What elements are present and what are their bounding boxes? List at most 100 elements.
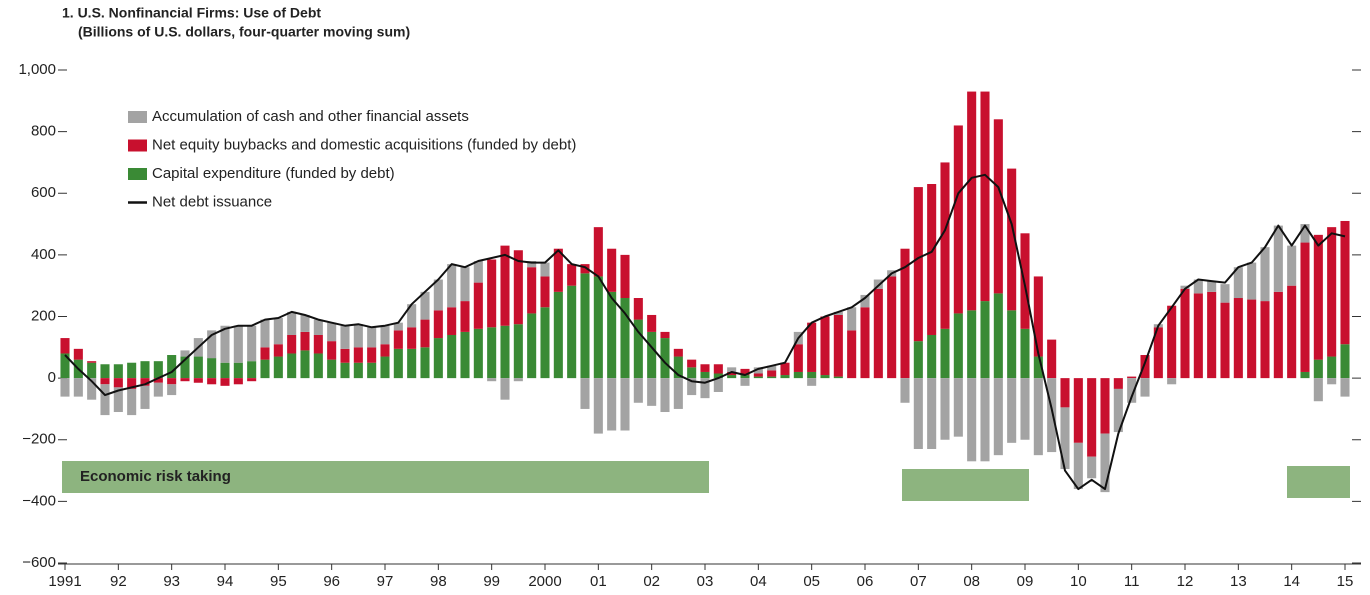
bar-segment bbox=[513, 250, 523, 325]
bar-segment bbox=[740, 368, 750, 376]
bar-segment bbox=[260, 319, 270, 348]
bar-segment bbox=[220, 325, 230, 363]
bar-segment bbox=[780, 375, 790, 379]
bar-segment bbox=[1140, 378, 1150, 397]
chart-title: 1. U.S. Nonfinancial Firms: Use of Debt bbox=[62, 5, 321, 21]
bar-segment bbox=[727, 375, 737, 379]
bar-segment bbox=[940, 162, 950, 329]
x-tick-label: 2000 bbox=[528, 573, 561, 590]
bar-segment bbox=[487, 259, 497, 328]
bar-segment bbox=[1020, 378, 1030, 440]
bar-segment bbox=[993, 293, 1003, 379]
bar-segment bbox=[1180, 285, 1190, 289]
bar-segment bbox=[353, 362, 363, 379]
bar-segment bbox=[767, 376, 777, 379]
bar-segment bbox=[380, 356, 390, 379]
bar-segment bbox=[1020, 328, 1030, 379]
bar-segment bbox=[1287, 245, 1297, 286]
bar-segment bbox=[367, 362, 377, 379]
bar-segment bbox=[1327, 378, 1337, 385]
bar-segment bbox=[1087, 456, 1097, 479]
bar-segment bbox=[700, 371, 710, 379]
bar-segment bbox=[953, 313, 963, 379]
bar-segment bbox=[540, 262, 550, 277]
bar-segment bbox=[673, 348, 683, 357]
bar-segment bbox=[313, 334, 323, 354]
bar-segment bbox=[1007, 168, 1017, 311]
bar-segment bbox=[1060, 378, 1070, 408]
bar-segment bbox=[620, 254, 630, 299]
bar-segment bbox=[1340, 344, 1350, 379]
bar-segment bbox=[1033, 276, 1043, 357]
bar-segment bbox=[60, 353, 70, 379]
bar-segment bbox=[1220, 284, 1230, 303]
bar-segment bbox=[140, 378, 150, 386]
y-tick-label: 600 bbox=[31, 184, 56, 201]
bar-segment bbox=[353, 347, 363, 363]
bar-segment bbox=[327, 359, 337, 379]
bar-segment bbox=[167, 378, 177, 385]
bar-segment bbox=[527, 261, 537, 268]
legend-label: Accumulation of cash and other financial… bbox=[152, 108, 469, 125]
y-tick-label: 400 bbox=[31, 246, 56, 263]
bar-segment bbox=[300, 331, 310, 351]
bar-segment bbox=[1047, 339, 1057, 379]
bar-segment bbox=[833, 311, 843, 315]
bar-segment bbox=[1300, 242, 1310, 372]
bar-segment bbox=[727, 371, 737, 376]
bar-segment bbox=[687, 378, 697, 396]
bar-segment bbox=[593, 227, 603, 277]
bar-segment bbox=[340, 362, 350, 379]
bar-segment bbox=[807, 378, 817, 386]
y-tick-label: −400 bbox=[22, 492, 56, 509]
bar-segment bbox=[1313, 234, 1323, 360]
bar-segment bbox=[353, 324, 363, 348]
bar-segment bbox=[1167, 378, 1177, 385]
bar-segment bbox=[420, 291, 430, 320]
bar-segment bbox=[753, 367, 763, 374]
bar-segment bbox=[900, 248, 910, 379]
bar-segment bbox=[460, 301, 470, 332]
bar-segment bbox=[340, 325, 350, 349]
bar-segment bbox=[647, 314, 657, 332]
bar-segment bbox=[1180, 288, 1190, 379]
shaded-periods bbox=[62, 461, 1350, 501]
bar-segment bbox=[73, 348, 83, 360]
bar-segment bbox=[980, 91, 990, 302]
chart-subtitle: (Billions of U.S. dollars, four-quarter … bbox=[78, 24, 410, 40]
bar-segment bbox=[1340, 220, 1350, 345]
bar-segment bbox=[1273, 225, 1283, 292]
bar-segment bbox=[620, 378, 630, 431]
bar-segment bbox=[553, 291, 563, 379]
bar-segment bbox=[487, 378, 497, 382]
bar-segment bbox=[647, 378, 657, 406]
bar-segment bbox=[207, 330, 217, 359]
bar-segment bbox=[247, 325, 257, 362]
bar-segment bbox=[100, 364, 110, 379]
y-tick-label: 200 bbox=[31, 307, 56, 324]
bar-segment bbox=[100, 378, 110, 385]
x-tick-label: 12 bbox=[1177, 573, 1194, 590]
bar-segment bbox=[60, 338, 70, 354]
bar-segment bbox=[287, 334, 297, 354]
bar-segment bbox=[140, 361, 150, 379]
bar-segment bbox=[713, 373, 723, 379]
bar-segment bbox=[247, 361, 257, 379]
bar-segment bbox=[233, 378, 243, 385]
x-tick-label: 1991 bbox=[48, 573, 81, 590]
bar-segment bbox=[607, 378, 617, 431]
bar-segment bbox=[1140, 355, 1150, 379]
legend-label: Net equity buybacks and domestic acquisi… bbox=[152, 136, 576, 153]
bar-segment bbox=[367, 347, 377, 363]
bar-segment bbox=[700, 364, 710, 372]
y-tick-label: −200 bbox=[22, 431, 56, 448]
bar-segment bbox=[793, 371, 803, 379]
bar-segment bbox=[1193, 293, 1203, 379]
bar-segment bbox=[87, 378, 97, 400]
bar-segment bbox=[1300, 371, 1310, 379]
bar-segment bbox=[913, 187, 923, 342]
bar-segment bbox=[327, 341, 337, 360]
x-tick-label: 03 bbox=[697, 573, 714, 590]
x-tick-label: 13 bbox=[1230, 573, 1247, 590]
x-tick-label: 11 bbox=[1124, 573, 1140, 590]
